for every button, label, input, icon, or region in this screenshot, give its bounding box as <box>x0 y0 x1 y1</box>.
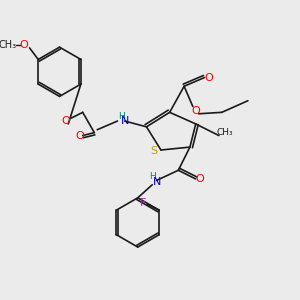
Text: N: N <box>121 116 129 126</box>
Text: O: O <box>76 130 84 140</box>
Text: H: H <box>149 172 156 181</box>
Text: H: H <box>118 112 124 121</box>
Text: N: N <box>152 177 161 187</box>
Text: O: O <box>61 116 70 126</box>
Text: O: O <box>191 106 200 116</box>
Text: CH₃: CH₃ <box>217 128 234 137</box>
Text: O: O <box>196 174 204 184</box>
Text: O: O <box>20 40 28 50</box>
Text: F: F <box>140 198 146 208</box>
Text: O: O <box>204 73 213 82</box>
Text: CH₃: CH₃ <box>0 40 17 50</box>
Text: S: S <box>150 146 157 156</box>
